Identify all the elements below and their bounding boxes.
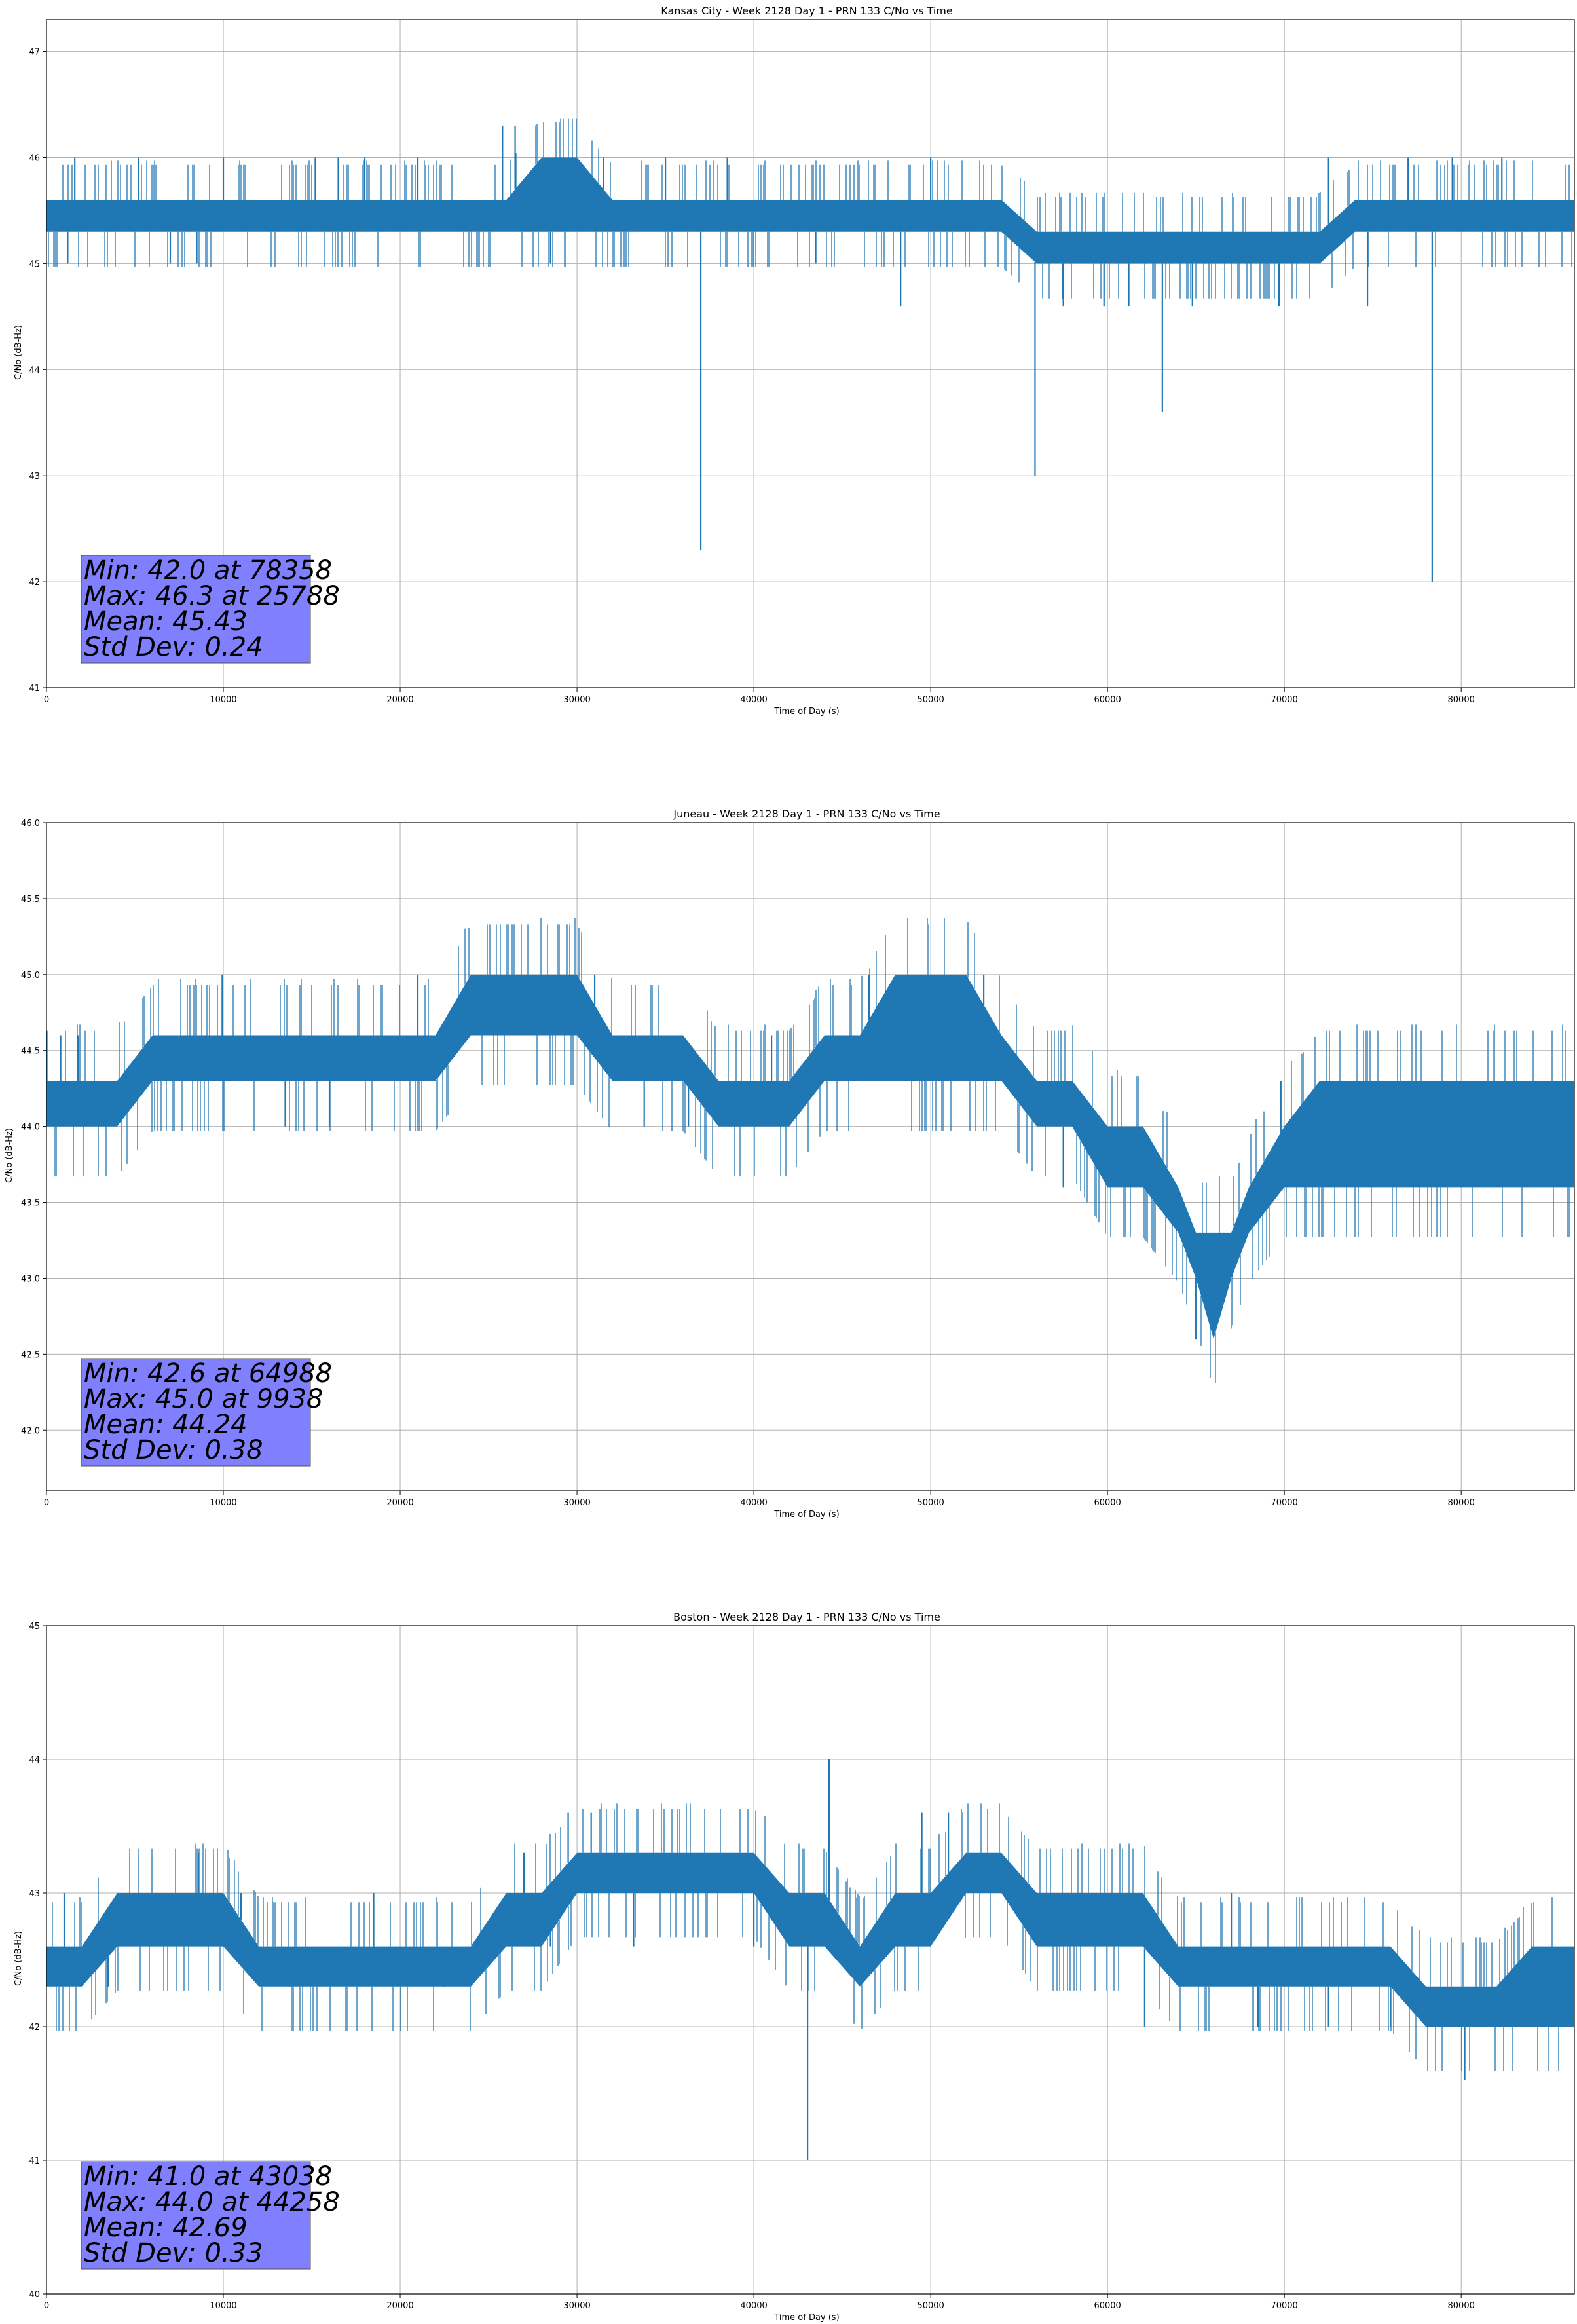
x-axis-label: Time of Day (s) [773,1510,839,1520]
x-tick-label: 80000 [1448,695,1475,705]
y-tick-label: 42.0 [21,1426,40,1436]
y-tick-label: 43 [29,1889,40,1899]
stats-line: Min: 42.6 at 64988 [84,1359,332,1389]
stats-line: Max: 44.0 at 44258 [84,2187,340,2217]
series-band [46,1852,1574,2027]
x-tick-label: 80000 [1448,1498,1475,1508]
y-tick-label: 44.0 [21,1123,40,1133]
chart-panel-boston: Boston - Week 2128 Day 1 - PRN 133 C/No … [14,1611,1575,2323]
y-tick-label: 41 [29,2156,40,2166]
y-tick-label: 45.5 [21,895,40,905]
x-axis-label: Time of Day (s) [773,707,839,717]
x-tick-label: 60000 [1094,695,1121,705]
chart-title: Boston - Week 2128 Day 1 - PRN 133 C/No … [673,1611,940,1623]
stats-line: Mean: 45.43 [84,607,248,637]
x-tick-label: 10000 [210,1498,236,1508]
x-tick-label: 50000 [917,2301,944,2311]
stats-line: Min: 42.0 at 78358 [84,555,332,586]
chart-title: Juneau - Week 2128 Day 1 - PRN 133 C/No … [673,808,940,820]
y-tick-label: 42.5 [21,1350,40,1360]
stats-line: Max: 45.0 at 9938 [84,1384,323,1414]
x-tick-label: 40000 [740,695,767,705]
axes-frame [46,1625,1575,2295]
y-tick-label: 46.0 [21,819,40,829]
series-noise [46,918,1570,1383]
axes-frame [46,822,1575,1491]
x-tick-label: 30000 [563,695,590,705]
x-tick-label: 20000 [386,2301,413,2311]
stats-box-background [81,1358,311,1467]
y-axis-label: C/No (dB-Hz) [5,1128,14,1183]
x-tick-label: 20000 [386,1498,413,1508]
y-tick-label: 44 [29,1755,40,1765]
stats-line: Mean: 44.24 [84,1410,248,1440]
x-tick-label: 20000 [386,695,413,705]
y-axis-label: C/No (dB-Hz) [14,325,24,380]
plot-area: 0 10000 20000 30000 40000 50000 60000 70000 8000… [29,1622,1575,2311]
chart-panel-kansas-city: Kansas City - Week 2128 Day 1 - PRN 133 … [14,5,1575,717]
x-tick-label: 70000 [1271,2301,1297,2311]
y-tick-label: 44.5 [21,1047,40,1057]
y-tick-label: 44 [29,365,40,375]
stats-line: Std Dev: 0.24 [84,632,263,662]
data-series [46,918,1574,1383]
x-tick-label: 10000 [210,695,236,705]
chart-panel-juneau: Juneau - Week 2128 Day 1 - PRN 133 C/No … [5,808,1575,1520]
series-noise [48,118,1572,299]
y-tick-label: 47 [29,48,40,58]
series-noise [52,1803,1559,2071]
x-tick-label: 50000 [917,1498,944,1508]
x-tick-label: 30000 [563,2301,590,2311]
x-tick-label: 60000 [1094,1498,1121,1508]
stats-line: Mean: 42.69 [84,2213,248,2243]
plot-area: 0 10000 20000 30000 40000 50000 60000 70000 8000… [29,19,1575,705]
y-tick-label: 43.5 [21,1199,40,1209]
y-tick-label: 46 [29,153,40,163]
stats-box-background [81,555,311,664]
x-tick-label: 40000 [740,1498,767,1508]
x-tick-label: 70000 [1271,695,1297,705]
stats-line: Std Dev: 0.33 [84,2238,263,2268]
plot-area: 0 10000 20000 30000 40000 50000 60000 70000 8000… [21,819,1575,1508]
stats-line: Min: 41.0 at 43038 [84,2162,332,2192]
x-tick-label: 40000 [740,2301,767,2311]
series-band [46,157,1574,264]
x-tick-label: 80000 [1448,2301,1475,2311]
axes-frame [46,19,1575,688]
x-tick-label: 0 [44,695,49,705]
x-tick-label: 10000 [210,2301,236,2311]
y-tick-label: 45 [29,1622,40,1632]
x-axis-label: Time of Day (s) [773,2313,839,2323]
y-tick-label: 43 [29,472,40,481]
stats-box-background [81,2161,311,2270]
stats-line: Max: 46.3 at 25788 [84,581,340,611]
series-band [46,974,1574,1340]
x-tick-label: 30000 [563,1498,590,1508]
x-tick-label: 60000 [1094,2301,1121,2311]
y-axis-label: C/No (dB-Hz) [14,1931,24,1986]
chart-title: Kansas City - Week 2128 Day 1 - PRN 133 … [661,5,952,17]
y-tick-label: 43.0 [21,1274,40,1284]
y-tick-label: 42 [29,2023,40,2033]
stats-line: Std Dev: 0.38 [84,1435,263,1465]
x-tick-label: 70000 [1271,1498,1297,1508]
data-series [46,118,1574,582]
x-tick-label: 50000 [917,695,944,705]
x-tick-label: 0 [44,2301,49,2311]
y-tick-label: 40 [29,2290,40,2300]
y-tick-label: 41 [29,684,40,694]
data-series [46,1759,1574,2160]
y-tick-label: 45 [29,259,40,269]
y-tick-label: 42 [29,578,40,588]
x-tick-label: 0 [44,1498,49,1508]
y-tick-label: 45.0 [21,971,40,981]
